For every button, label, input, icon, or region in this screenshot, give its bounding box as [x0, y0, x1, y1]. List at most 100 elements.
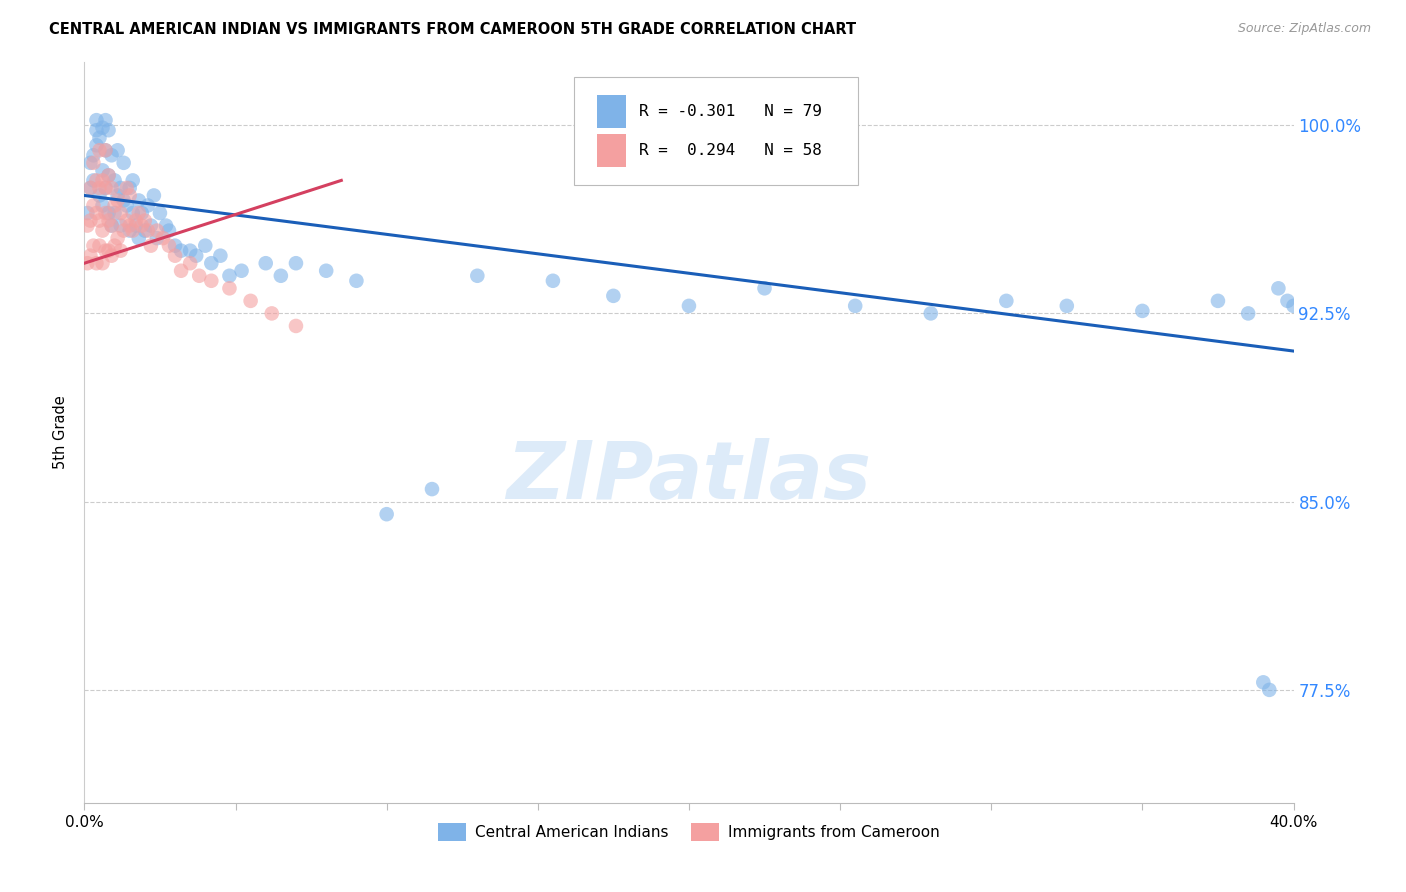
Point	[100, 219, 122, 233]
Point	[209, 249, 232, 263]
Point	[104, 198, 127, 212]
Point	[136, 198, 159, 212]
Text: Source: ZipAtlas.com: Source: ZipAtlas.com	[1237, 22, 1371, 36]
Text: R =  0.294   N = 58: R = 0.294 N = 58	[640, 143, 823, 158]
Point	[86, 113, 108, 128]
Point	[82, 173, 104, 187]
Point	[94, 143, 117, 157]
Point	[79, 249, 101, 263]
Point	[285, 318, 308, 333]
Point	[146, 224, 169, 238]
Point	[200, 256, 222, 270]
Point	[1282, 299, 1305, 313]
Point	[86, 256, 108, 270]
Text: ZIPatlas: ZIPatlas	[506, 438, 872, 516]
Point	[89, 188, 111, 202]
Point	[94, 113, 117, 128]
Point	[86, 173, 108, 187]
Point	[118, 181, 141, 195]
Point	[155, 219, 177, 233]
Point	[79, 156, 101, 170]
Point	[231, 264, 253, 278]
Point	[754, 281, 776, 295]
Point	[1277, 293, 1299, 308]
Point	[218, 281, 240, 295]
Point	[115, 213, 138, 227]
Point	[112, 224, 135, 238]
Point	[1237, 306, 1260, 320]
Point	[125, 219, 148, 233]
Text: CENTRAL AMERICAN INDIAN VS IMMIGRANTS FROM CAMEROON 5TH GRADE CORRELATION CHART: CENTRAL AMERICAN INDIAN VS IMMIGRANTS FR…	[49, 22, 856, 37]
Point	[128, 206, 150, 220]
Point	[157, 238, 180, 252]
Point	[82, 148, 104, 162]
Point	[179, 256, 201, 270]
Point	[104, 173, 127, 187]
Point	[97, 169, 120, 183]
Point	[125, 213, 148, 227]
Point	[128, 194, 150, 208]
Point	[170, 264, 193, 278]
Point	[121, 206, 143, 220]
Point	[844, 299, 866, 313]
FancyBboxPatch shape	[574, 78, 858, 185]
Point	[112, 156, 135, 170]
Point	[91, 120, 114, 135]
Point	[79, 213, 101, 227]
Point	[115, 198, 138, 212]
Point	[995, 293, 1018, 308]
Point	[165, 238, 187, 252]
Point	[420, 482, 443, 496]
Point	[110, 244, 132, 258]
Point	[115, 181, 138, 195]
Point	[107, 188, 129, 202]
Point	[1267, 281, 1289, 295]
Point	[104, 206, 127, 220]
Point	[188, 268, 211, 283]
Point	[218, 268, 240, 283]
Point	[200, 274, 222, 288]
Point	[110, 181, 132, 195]
Point	[86, 123, 108, 137]
Point	[131, 219, 153, 233]
Point	[79, 181, 101, 195]
Point	[134, 224, 156, 238]
Point	[110, 206, 132, 220]
Point	[97, 206, 120, 220]
Point	[179, 244, 201, 258]
Text: R = -0.301   N = 79: R = -0.301 N = 79	[640, 103, 823, 119]
Y-axis label: 5th Grade: 5th Grade	[53, 396, 69, 469]
Point	[76, 256, 98, 270]
Point	[82, 198, 104, 212]
Legend: Central American Indians, Immigrants from Cameroon: Central American Indians, Immigrants fro…	[432, 817, 946, 847]
Point	[110, 219, 132, 233]
Point	[186, 249, 208, 263]
Point	[91, 256, 114, 270]
Point	[82, 156, 104, 170]
Point	[270, 268, 292, 283]
Point	[541, 274, 564, 288]
Point	[165, 249, 187, 263]
Point	[139, 238, 162, 252]
Point	[467, 268, 489, 283]
FancyBboxPatch shape	[598, 135, 626, 167]
Point	[94, 206, 117, 220]
Point	[118, 219, 141, 233]
Point	[79, 181, 101, 195]
Point	[1130, 304, 1153, 318]
Point	[142, 188, 165, 202]
Point	[107, 194, 129, 208]
Point	[86, 138, 108, 153]
Point	[146, 231, 169, 245]
Point	[104, 238, 127, 252]
Point	[239, 293, 262, 308]
Point	[107, 231, 129, 245]
Point	[139, 219, 162, 233]
Point	[602, 289, 624, 303]
Point	[260, 306, 283, 320]
Point	[375, 507, 398, 521]
Point	[170, 244, 193, 258]
Point	[91, 224, 114, 238]
Point	[1253, 675, 1275, 690]
Point	[678, 299, 700, 313]
